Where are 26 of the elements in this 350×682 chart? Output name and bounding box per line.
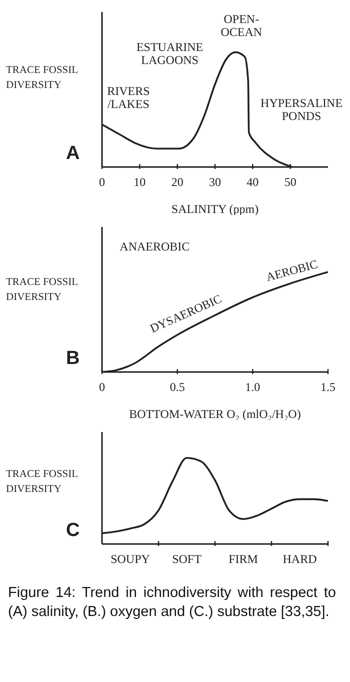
- x-tick-label: 1.0: [245, 380, 260, 394]
- x-tick-label: 0: [99, 380, 105, 394]
- text: ANAEROBIC: [120, 240, 190, 254]
- annotation: HYPERSALINE PONDS: [260, 96, 343, 123]
- x-tick-label: SOFT: [172, 552, 202, 566]
- x-tick-label: 40: [246, 175, 259, 189]
- x-tick-label: 1.5: [320, 380, 336, 394]
- y-axis-title: TRACE FOSSIL DIVERSITY: [6, 64, 79, 93]
- y-axis-title: TRACE FOSSIL DIVERSITY: [6, 276, 79, 305]
- x-tick-label: 20: [171, 175, 184, 189]
- caption: Figure 14: Trend in ichnodiversity with respect to (A) salinity, (B.) oxygen and (C.) substrate [33,35].: [8, 584, 336, 622]
- annotation: ESTUARINE LAGOONS: [136, 40, 204, 68]
- x-tick-label: SOUPY: [110, 552, 150, 566]
- text: OPEN-OCEAN: [220, 12, 262, 39]
- text: A: [66, 143, 80, 165]
- x-tick-label: 0.5: [170, 380, 185, 394]
- x-tick-label: 30: [209, 175, 221, 189]
- x-tick-label: 0: [99, 175, 105, 189]
- x-tick-label: FIRM: [228, 552, 258, 566]
- text: B: [66, 348, 80, 370]
- x-tick-label: HARD: [282, 552, 318, 566]
- x-tick-label: 50: [284, 175, 296, 189]
- annotation: RIVERS /LAKES: [107, 84, 150, 112]
- y-axis-title: TRACE FOSSIL DIVERSITY: [6, 468, 79, 497]
- text: C: [66, 520, 80, 542]
- x-tick-label: 10: [134, 175, 146, 189]
